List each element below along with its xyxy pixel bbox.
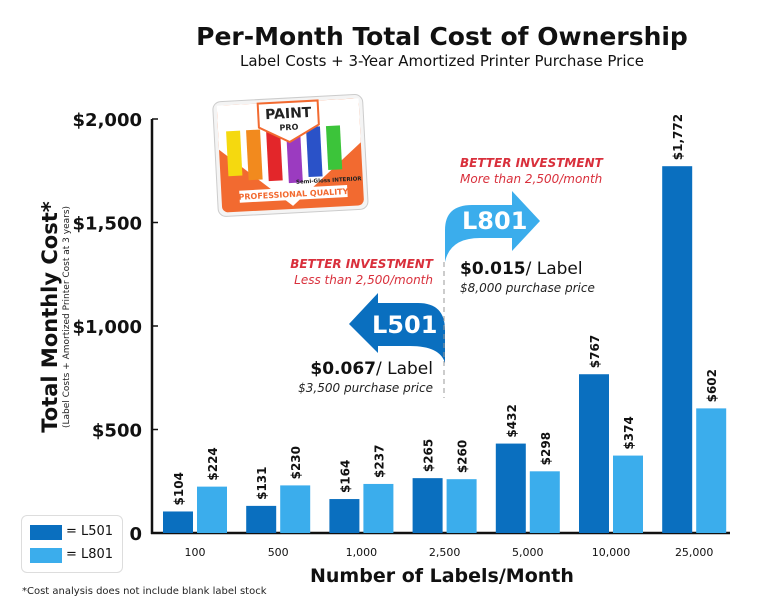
y-tick-label: $500 xyxy=(92,421,142,442)
bar-value-label: $104 xyxy=(172,472,186,505)
bar-l801 xyxy=(529,471,560,533)
l801-price-value: $0.015 xyxy=(460,259,526,279)
legend-label-l501: = L501 xyxy=(66,524,114,539)
bar-l501 xyxy=(412,478,443,533)
bar-value-label: $260 xyxy=(456,440,470,473)
bar-l501 xyxy=(329,499,360,533)
bar-value-label: $224 xyxy=(206,447,220,480)
x-tick-label: 1,000 xyxy=(346,546,378,559)
bar-value-label: $432 xyxy=(505,404,519,437)
l801-sub: More than 2,500/month xyxy=(460,172,603,186)
legend-label-l801: = L801 xyxy=(66,547,114,562)
y-axis-title: Total Monthly Cost* (Label Costs + Amort… xyxy=(38,192,72,442)
bar-l801 xyxy=(696,408,727,533)
x-tick-label: 10,000 xyxy=(592,546,631,559)
y-tick-label: 0 xyxy=(129,524,142,545)
l801-arrow xyxy=(445,191,540,262)
l801-price: $0.015/ Label xyxy=(460,259,583,279)
bar-l501 xyxy=(579,374,609,533)
bar-value-label: $374 xyxy=(622,416,636,449)
x-tick-label: 5,000 xyxy=(512,546,544,559)
l501-price-value: $0.067 xyxy=(310,359,376,379)
l501-sub: Less than 2,500/month xyxy=(294,273,433,287)
l501-arrow xyxy=(349,293,445,363)
bar-value-label: $265 xyxy=(422,439,436,472)
y-axis-sublabel: (Label Costs + Amortized Printer Cost at… xyxy=(62,205,72,429)
y-tick-label: $1,000 xyxy=(73,317,142,338)
y-tick-label: $1,500 xyxy=(73,214,142,235)
l801-arrow-label: L801 xyxy=(462,207,528,235)
bar-l501 xyxy=(662,166,693,534)
bar-l801 xyxy=(613,455,643,533)
label-finish: Semi-Gloss INTERIOR xyxy=(296,176,363,185)
bar-l501 xyxy=(246,505,277,533)
l801-price-unit: / Label xyxy=(525,259,583,279)
legend-swatch-l801 xyxy=(30,548,62,563)
l801-heading: BETTER INVESTMENT xyxy=(460,156,603,170)
label-brand: PAINT xyxy=(265,105,313,123)
bar-value-label: $237 xyxy=(372,445,386,478)
footnote: *Cost analysis does not include blank la… xyxy=(22,586,267,597)
l501-arrow-label: L501 xyxy=(372,311,438,339)
chart-subtitle: Label Costs + 3-Year Amortized Printer P… xyxy=(239,52,644,70)
l501-purchase: $3,500 purchase price xyxy=(298,381,433,395)
y-tick-label: $2,000 xyxy=(73,110,142,131)
bar-l801 xyxy=(446,479,477,533)
l501-price-unit: / Label xyxy=(376,359,433,379)
bar-value-label: $1,772 xyxy=(671,114,685,160)
bar-value-label: $602 xyxy=(705,369,719,402)
bar-value-label: $230 xyxy=(289,446,303,479)
chart-title: Per-Month Total Cost of Ownership xyxy=(196,22,688,51)
label-brand-sub: PRO xyxy=(279,123,298,133)
legend: = L501 = L801 xyxy=(21,515,123,573)
x-tick-label: 100 xyxy=(185,546,206,559)
x-tick-label: 2,500 xyxy=(429,546,461,559)
x-tick-label: 25,000 xyxy=(675,546,714,559)
bar-l801 xyxy=(363,483,394,533)
l801-purchase: $8,000 purchase price xyxy=(460,281,595,295)
bar-l501 xyxy=(495,443,526,533)
bar-value-label: $164 xyxy=(338,460,352,493)
x-tick-label: 500 xyxy=(268,546,289,559)
l501-price: $0.067/ Label xyxy=(310,359,433,379)
bar-value-label: $131 xyxy=(255,466,269,499)
bar-l801 xyxy=(197,486,227,533)
l501-heading: BETTER INVESTMENT xyxy=(290,257,433,271)
bar-l501 xyxy=(163,511,193,533)
legend-swatch-l501 xyxy=(30,525,62,540)
bar-l801 xyxy=(280,485,311,533)
bar-value-label: $767 xyxy=(588,335,602,368)
product-label-image: PAINT PRO Semi-Gloss INTERIOR PROFESSION… xyxy=(212,94,369,217)
bar-value-label: $298 xyxy=(539,432,553,465)
y-axis-label: Total Monthly Cost* xyxy=(38,201,62,433)
x-axis-label: Number of Labels/Month xyxy=(310,565,574,587)
